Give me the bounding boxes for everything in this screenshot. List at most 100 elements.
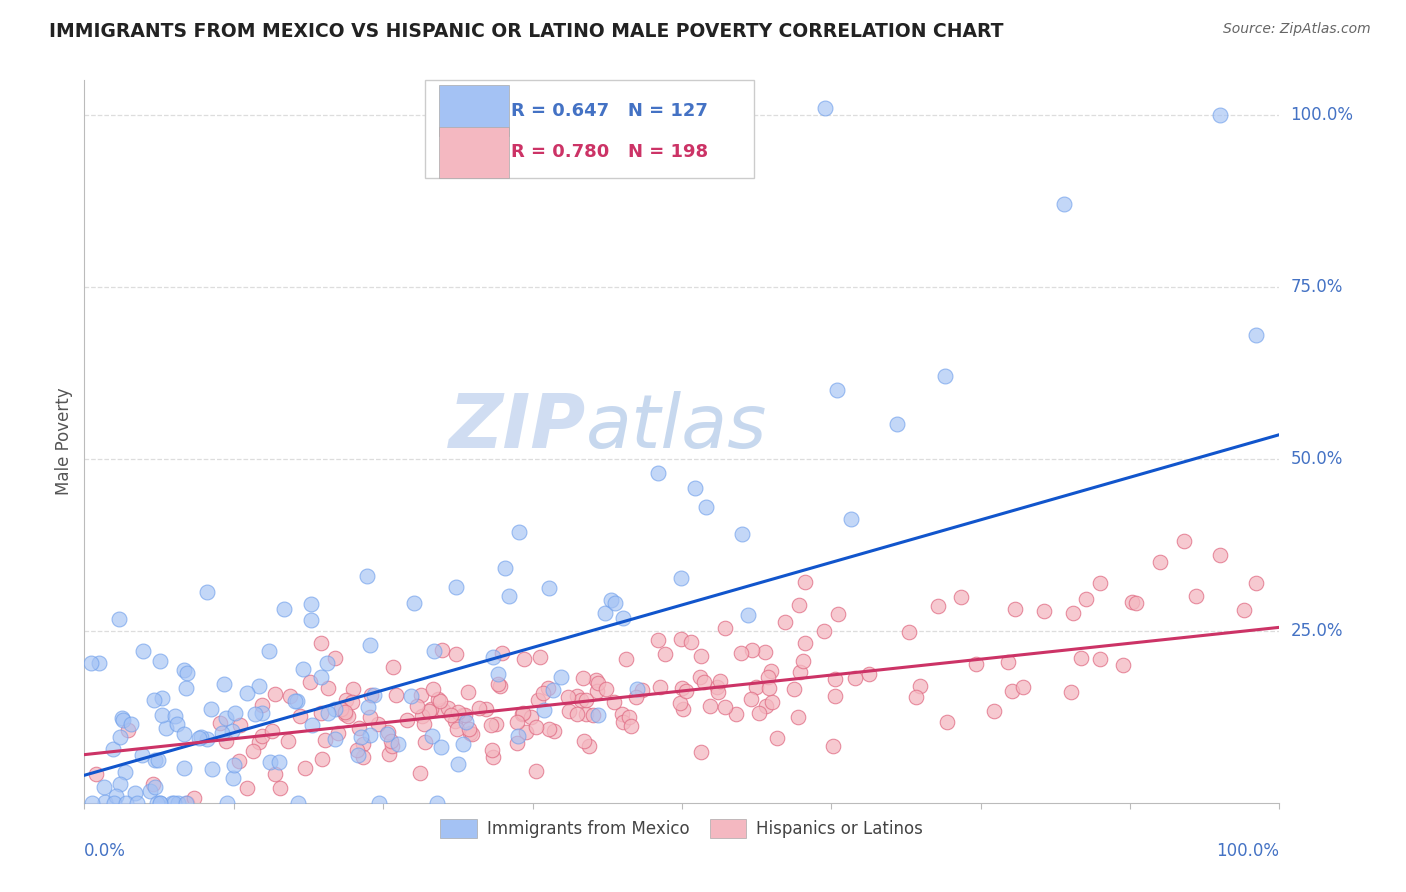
Point (605, 596, 627, 610)
Point (794, 635, 817, 649)
Point (415, 735, 437, 749)
Point (195, 731, 218, 746)
Point (755, 698, 778, 713)
Point (236, 781, 259, 796)
Point (200, 702, 222, 716)
Point (436, 701, 458, 715)
Point (236, 686, 259, 700)
Point (1076, 591, 1098, 606)
Point (1070, 650, 1092, 665)
Point (910, 679, 932, 693)
Point (131, 747, 153, 762)
Point (744, 680, 766, 694)
Text: 100.0%: 100.0% (1291, 105, 1354, 124)
Text: 0.0%: 0.0% (84, 842, 127, 860)
Point (250, 698, 273, 712)
FancyBboxPatch shape (439, 86, 509, 136)
Point (114, 764, 136, 779)
Point (671, 681, 693, 695)
Point (505, 735, 527, 749)
Point (1001, 683, 1024, 698)
Point (104, 789, 127, 803)
Point (260, 723, 283, 738)
Point (209, 715, 232, 730)
Point (482, 750, 505, 764)
Point (287, 796, 309, 810)
Point (315, 656, 337, 670)
Point (375, 727, 398, 741)
Point (395, 713, 418, 727)
Text: Source: ZipAtlas.com: Source: ZipAtlas.com (1223, 22, 1371, 37)
Point (758, 681, 780, 696)
Point (699, 698, 721, 713)
Point (94, 795, 117, 809)
Point (654, 647, 676, 661)
Point (139, 784, 162, 798)
Point (786, 710, 808, 724)
Point (1090, 575, 1112, 590)
Point (731, 527, 754, 541)
Point (1233, 603, 1256, 617)
Point (620, 719, 643, 733)
Point (612, 715, 634, 730)
Point (668, 696, 690, 710)
Point (264, 767, 287, 781)
Point (290, 709, 312, 723)
Point (359, 710, 381, 724)
Point (87, 656, 110, 670)
Point (402, 597, 425, 611)
Point (250, 729, 273, 743)
Point (277, 734, 299, 748)
Point (595, 681, 617, 696)
Point (934, 369, 956, 384)
Point (222, 771, 245, 785)
Point (706, 680, 728, 694)
Point (814, 101, 837, 115)
Point (259, 643, 281, 657)
Point (457, 685, 479, 699)
Point (309, 636, 332, 650)
Point (481, 743, 503, 757)
Point (323, 651, 346, 665)
Point (761, 665, 783, 679)
Point (143, 693, 166, 707)
Point (145, 753, 167, 767)
Point (439, 707, 461, 722)
Point (758, 670, 780, 684)
Point (406, 698, 429, 713)
Point (1033, 604, 1056, 618)
Point (672, 702, 695, 716)
Point (725, 706, 748, 721)
Point (429, 739, 451, 754)
Point (165, 709, 187, 723)
Point (411, 709, 433, 723)
Point (602, 695, 624, 709)
Point (513, 652, 536, 666)
Text: 100.0%: 100.0% (1216, 842, 1279, 860)
Point (148, 753, 170, 767)
Point (453, 707, 475, 722)
Point (529, 650, 551, 665)
Point (1112, 658, 1135, 673)
Point (748, 706, 770, 720)
Point (149, 654, 172, 668)
Point (259, 755, 281, 769)
Point (1173, 534, 1195, 549)
Point (612, 611, 634, 625)
Point (624, 690, 647, 705)
Point (384, 688, 406, 702)
Point (335, 692, 357, 706)
Point (1149, 555, 1171, 569)
Point (221, 723, 243, 738)
Point (1060, 685, 1083, 699)
Point (671, 571, 693, 585)
Point (454, 707, 477, 722)
Point (730, 646, 752, 660)
Point (586, 684, 609, 698)
Point (211, 725, 233, 739)
Point (508, 729, 530, 743)
Point (557, 690, 579, 704)
Point (381, 660, 404, 674)
Point (183, 791, 205, 805)
Point (299, 614, 322, 628)
